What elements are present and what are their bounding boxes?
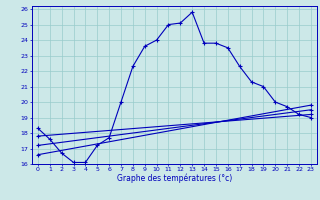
X-axis label: Graphe des températures (°c): Graphe des températures (°c) — [117, 174, 232, 183]
